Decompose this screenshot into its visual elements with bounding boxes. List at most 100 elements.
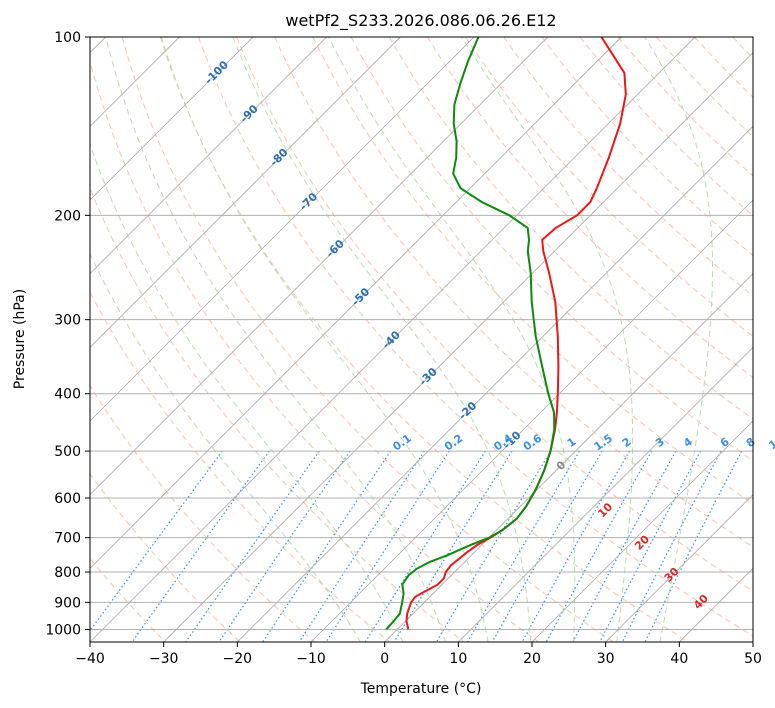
dry-adiabat-line [656, 37, 753, 138]
mixing-ratio-label: 0.6 [521, 431, 545, 453]
dry-adiabat-line [236, 37, 753, 592]
isotherm-line [163, 52, 753, 642]
dry-adiabat-line [90, 557, 166, 642]
isotherm-line [605, 494, 753, 642]
isotherm-line [310, 199, 753, 642]
y-tick-label: 1000 [45, 622, 81, 638]
isotherm-line [531, 420, 753, 642]
adiabat-label: 10 [595, 500, 615, 520]
y-tick-label: 100 [54, 30, 81, 46]
dry-adiabat-line [465, 37, 753, 338]
mixing-ratio-label: 1.5 [592, 432, 615, 454]
adiabat-label: 40 [691, 592, 711, 612]
isotherm-line [90, 37, 622, 569]
moist-adiabat-line [160, 37, 489, 642]
isotherm-label: -70 [297, 190, 320, 213]
y-axis-label: Pressure (hPa) [12, 289, 28, 389]
isotherm-label: -40 [380, 328, 403, 351]
isotherm-label: -20 [456, 399, 479, 422]
mixing-ratio-line [572, 450, 677, 642]
mixing-ratio-line [599, 450, 702, 642]
dry-adiabat-line [90, 59, 540, 642]
isotherm-line [384, 273, 753, 642]
dry-adiabat-line [121, 37, 614, 642]
x-tick-label: −30 [149, 651, 179, 667]
dry-adiabat-line [732, 37, 753, 59]
mixing-ratio-line [131, 450, 270, 642]
x-tick-label: 40 [670, 651, 688, 667]
dry-adiabat-line [350, 37, 753, 462]
isotherm-line [90, 37, 401, 348]
mixing-ratio-line [218, 450, 351, 642]
dry-adiabat-line [274, 37, 753, 548]
x-axis-ticks: −40 −30 −20 −10 0 10 20 30 40 50 [75, 642, 762, 667]
moist-adiabat-line [461, 37, 634, 642]
mixing-ratio-line [298, 450, 425, 642]
mixing-ratio-label: 0.1 [390, 432, 413, 454]
dry-adiabat-line [541, 37, 753, 257]
isotherm-line [90, 37, 475, 422]
mixing-ratio-label: 2 [620, 435, 634, 450]
isotherm-label: -50 [349, 285, 372, 308]
mixing-ratio-line [521, 450, 631, 642]
dry-adiabat-line [159, 37, 689, 642]
y-tick-label: 900 [54, 595, 81, 611]
moist-adiabat-line [105, 37, 447, 642]
mixing-ratio-line [262, 450, 392, 642]
chart-title: wetPf2_S233.2026.086.06.26.E12 [285, 11, 556, 31]
moist-adiabat-line [232, 37, 532, 642]
inline-labels: -100-90-80-70-60-50-40-30-20-100.1 0.2 0.4… [202, 58, 775, 612]
mixing-ratio-line [90, 450, 223, 632]
mixing-ratio-label: 1 [565, 435, 579, 450]
isotherm-line [90, 37, 696, 642]
moist-adiabat-line [90, 142, 404, 642]
dry-adiabat-line [694, 37, 753, 98]
isotherm-line [679, 567, 753, 642]
dry-adiabat-line [90, 291, 390, 642]
isotherm-line [90, 37, 254, 201]
isotherm-line [458, 346, 753, 642]
mixing-ratio-line [621, 450, 722, 642]
y-tick-label: 800 [54, 565, 81, 581]
isotherm-line [90, 37, 548, 496]
y-axis-ticks: 100 200 300 400 500 600 700 800 900 1000 [45, 30, 90, 638]
x-tick-label: 10 [449, 651, 467, 667]
x-tick-label: −40 [75, 651, 105, 667]
adiabat-label: 20 [632, 532, 652, 552]
temperature-line [405, 37, 627, 630]
x-tick-label: 0 [380, 651, 389, 667]
mixing-ratio-label: 0.2 [442, 432, 465, 454]
mixing-ratio-label: 6 [718, 435, 732, 450]
isotherm-label: -90 [238, 102, 261, 125]
x-axis-label: Temperature (°C) [360, 681, 482, 697]
x-tick-label: 30 [597, 651, 615, 667]
moist-adiabat-line [90, 252, 362, 642]
dry-adiabat-line [426, 37, 753, 379]
isotherm-label: -30 [417, 365, 440, 388]
series-lines [385, 37, 627, 631]
x-tick-label: −20 [223, 651, 253, 667]
x-tick-label: −10 [296, 651, 326, 667]
mixing-ratio-label: 10 [766, 433, 775, 453]
mixing-ratio-line [545, 450, 653, 642]
moist-adiabat-line [644, 37, 713, 642]
mixing-ratio-line [491, 450, 603, 642]
dry-adiabat-line [90, 472, 241, 642]
x-tick-label: 20 [523, 651, 541, 667]
y-tick-label: 200 [54, 208, 81, 224]
mixing-ratio-label: 4 [681, 435, 695, 450]
isotherm-label: -60 [324, 237, 347, 260]
adiabat-label: 30 [662, 565, 682, 585]
dry-adiabat-line [388, 37, 753, 420]
y-tick-label: 300 [54, 313, 81, 329]
dry-adiabat-line [90, 186, 465, 642]
moist-adiabat-line [328, 37, 576, 642]
plot-frame [89, 36, 754, 643]
y-tick-label: 600 [54, 491, 81, 507]
background-lines [90, 37, 753, 642]
y-tick-label: 500 [54, 444, 81, 460]
isotherm-line [237, 125, 753, 642]
mixing-ratio-label: 8 [744, 435, 758, 450]
mixing-ratio-line [185, 450, 320, 642]
